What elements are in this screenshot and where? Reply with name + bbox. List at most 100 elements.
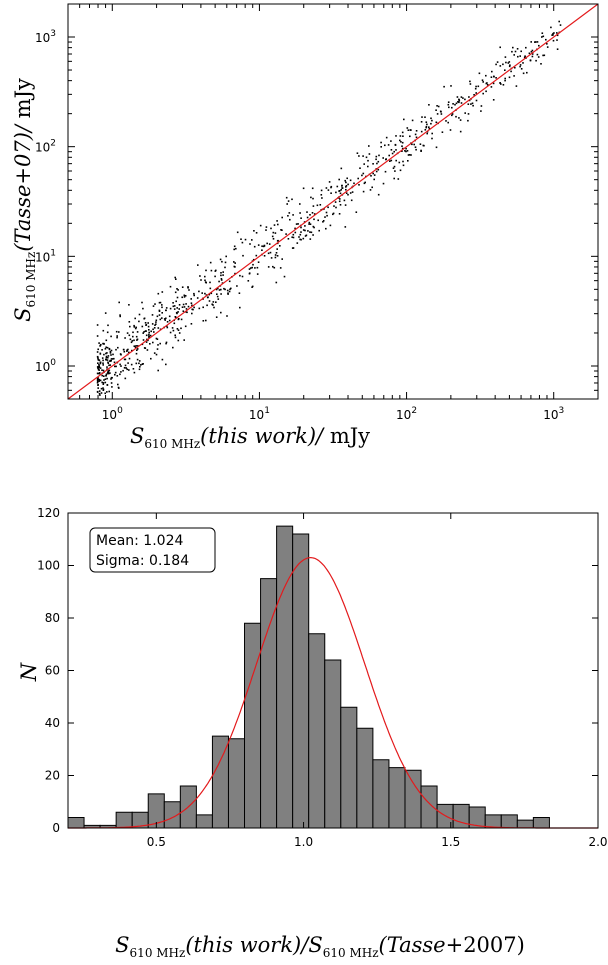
scatter-point xyxy=(106,391,108,393)
scatter-point xyxy=(238,292,241,294)
scatter-point xyxy=(449,129,452,131)
scatter-point xyxy=(191,312,193,315)
scatter-point xyxy=(309,223,312,225)
scatter-point xyxy=(100,392,103,394)
scatter-point xyxy=(143,331,145,333)
scatter-point xyxy=(399,139,401,142)
scatter-point xyxy=(393,177,395,180)
scatter-point xyxy=(177,289,179,291)
scatter-point xyxy=(148,331,150,334)
scatter-point xyxy=(276,220,278,222)
scatter-point xyxy=(515,85,518,87)
x-tick-label: 102 xyxy=(396,406,417,422)
scatter-point xyxy=(464,98,466,101)
scatter-point xyxy=(382,182,385,185)
scatter-point xyxy=(424,116,426,118)
scatter-point xyxy=(559,24,562,26)
histogram-bar xyxy=(372,759,390,829)
scatter-point xyxy=(402,135,404,137)
scatter-point xyxy=(105,356,108,359)
scatter-point xyxy=(220,311,222,314)
scatter-point xyxy=(228,290,231,293)
scatter-point xyxy=(105,339,108,342)
scatter-point xyxy=(546,43,548,45)
scatter-x-axis-label: S610 MHz(this work)/ mJy xyxy=(130,424,370,451)
scatter-point xyxy=(98,365,100,367)
scatter-point xyxy=(338,200,341,203)
scatter-point xyxy=(536,53,539,56)
scatter-point xyxy=(131,349,133,352)
scatter-point xyxy=(220,274,222,277)
scatter-point xyxy=(166,326,169,329)
histogram-axis-ticks: 0.5 1.0 1.5 2.0 0 20 40 60 80 100 120 xyxy=(37,506,607,849)
scatter-point xyxy=(407,154,410,156)
scatter-point xyxy=(98,369,100,371)
scatter-point xyxy=(165,341,168,344)
scatter-point xyxy=(308,223,310,225)
scatter-point xyxy=(405,147,407,150)
scatter-point xyxy=(119,373,121,376)
scatter-point xyxy=(394,143,397,146)
scatter-point xyxy=(289,218,291,221)
scatter-point xyxy=(306,216,309,219)
scatter-point xyxy=(384,144,386,147)
scatter-point xyxy=(312,197,314,200)
scatter-point xyxy=(124,377,127,380)
scatter-point xyxy=(151,323,154,325)
scatter-point xyxy=(105,352,107,355)
scatter-point xyxy=(111,386,113,388)
scatter-point xyxy=(275,281,278,284)
scatter-point xyxy=(482,81,484,83)
scatter-point xyxy=(261,245,263,247)
scatter-point xyxy=(187,287,189,289)
scatter-point xyxy=(535,59,537,62)
scatter-point xyxy=(257,261,260,263)
scatter-point xyxy=(504,56,507,58)
scatter-point xyxy=(385,136,388,139)
scatter-point xyxy=(105,374,107,377)
scatter-point xyxy=(133,324,135,327)
scatter-point xyxy=(113,361,116,364)
scatter-point xyxy=(495,63,497,66)
scatter-point xyxy=(508,61,511,63)
scatter-point xyxy=(150,357,152,360)
scatter-point xyxy=(193,294,195,297)
scatter-point xyxy=(182,303,185,306)
scatter-point xyxy=(296,242,299,244)
scatter-point xyxy=(368,153,371,155)
scatter-point xyxy=(214,275,216,278)
scatter-point xyxy=(215,316,218,318)
scatter-point xyxy=(372,172,374,175)
scatter-point xyxy=(325,211,328,214)
scatter-point xyxy=(420,121,423,123)
scatter-point xyxy=(110,378,112,380)
scatter-point xyxy=(159,342,161,345)
scatter-point xyxy=(316,204,319,207)
scatter-point xyxy=(406,150,409,152)
scatter-point xyxy=(102,329,105,332)
scatter-point xyxy=(499,65,502,67)
scatter-point xyxy=(474,87,477,90)
scatter-point xyxy=(397,178,400,180)
scatter-point xyxy=(545,38,547,41)
scatter-point xyxy=(415,130,418,132)
scatter-point xyxy=(516,48,519,50)
scatter-point xyxy=(124,364,127,367)
scatter-point xyxy=(248,268,251,270)
scatter-point xyxy=(287,238,290,240)
scatter-point xyxy=(242,254,244,257)
scatter-point xyxy=(306,211,308,213)
scatter-point xyxy=(339,192,342,195)
scatter-point xyxy=(96,390,99,393)
scatter-point xyxy=(410,129,412,131)
scatter-point xyxy=(362,190,365,193)
scatter-point xyxy=(130,363,133,366)
scatter-point xyxy=(202,320,205,322)
scatter-point xyxy=(338,178,340,181)
histogram-bar xyxy=(532,817,550,829)
scatter-point xyxy=(202,306,204,309)
scatter-point xyxy=(332,212,335,215)
scatter-point xyxy=(322,220,325,222)
scatter-point xyxy=(128,357,131,360)
scatter-point xyxy=(204,281,207,283)
